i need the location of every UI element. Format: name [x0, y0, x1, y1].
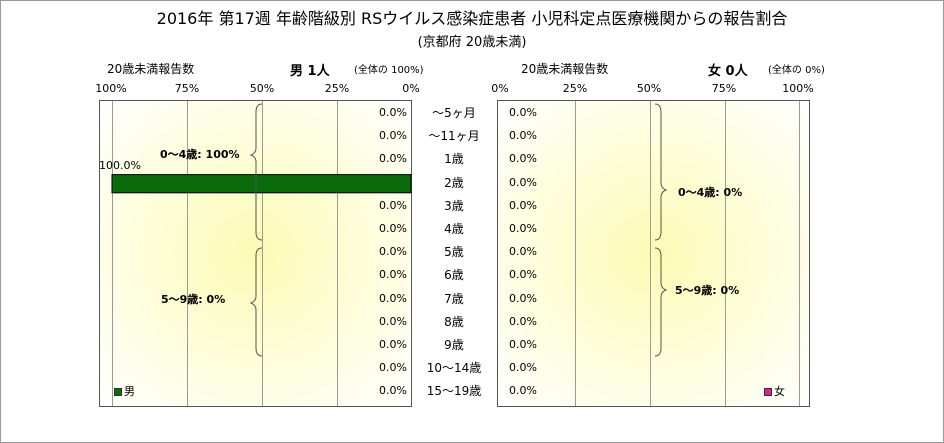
female-value-label: 0.0% — [509, 384, 537, 398]
male-value-label: 0.0% — [379, 222, 407, 235]
male-value-label: 0.0% — [379, 129, 407, 143]
male-value-label: 0.0% — [379, 338, 407, 351]
age-category-label: 4歳 — [444, 222, 464, 236]
age-category-label: 10～14歳 — [426, 361, 482, 376]
left-tick-label: 0% — [402, 82, 420, 95]
right-tick-label: 50% — [636, 82, 662, 95]
age-category-label: 6歳 — [444, 268, 464, 283]
left-count-label: 20歳未満報告数 — [107, 62, 195, 76]
age-category-label: ～5ヶ月 — [432, 106, 476, 120]
right-tick-label: 25% — [562, 82, 588, 95]
female-value-label: 0.0% — [509, 129, 537, 143]
male-value-label: 0.0% — [379, 106, 407, 119]
male-value-label: 0.0% — [379, 361, 407, 375]
right-bracket-0-4 — [654, 103, 668, 241]
right-group-label-5-9: 5～9歳: 0% — [675, 284, 740, 297]
chart-title: 2016年 第17週 年齢階級別 RSウイルス感染症患者 小児科定点医療機関から… — [156, 9, 788, 28]
age-category-label: 8歳 — [444, 314, 464, 329]
gridline — [112, 101, 113, 406]
left-group-label-0-4: 0～4歳: 100% — [160, 148, 240, 161]
left-tick-label: 25% — [324, 82, 350, 95]
age-category-label: 3歳 — [444, 198, 464, 213]
male-legend-swatch — [114, 388, 122, 396]
left-sex-count: 男 1人 — [290, 64, 330, 79]
left-tick-label: 50% — [249, 82, 275, 95]
gridline — [187, 101, 188, 406]
female-value-label: 0.0% — [509, 106, 537, 119]
gridline — [650, 101, 651, 406]
female-value-label: 0.0% — [509, 175, 537, 189]
male-value-label: 0.0% — [379, 152, 407, 166]
male-value-label: 0.0% — [379, 268, 407, 282]
age-category-label: 2歳 — [444, 175, 464, 190]
gridline — [262, 101, 263, 406]
male-legend: 男 — [114, 383, 135, 399]
age-category-label: 7歳 — [444, 291, 464, 306]
male-value-label: 0.0% — [379, 291, 407, 305]
female-value-label: 0.0% — [509, 361, 537, 375]
left-tick-label: 75% — [174, 82, 200, 95]
female-legend: 女 — [764, 383, 785, 399]
female-value-label: 0.0% — [509, 338, 537, 351]
female-value-label: 0.0% — [509, 152, 537, 166]
male-value-label: 0.0% — [379, 314, 407, 328]
female-value-label: 0.0% — [509, 245, 537, 259]
gridline — [575, 101, 576, 406]
gridline — [725, 101, 726, 406]
right-bracket-5-9 — [654, 247, 668, 357]
female-value-label: 0.0% — [509, 222, 537, 235]
left-share: (全体の 100%) — [354, 65, 424, 76]
right-count-label: 20歳未満報告数 — [521, 62, 609, 76]
female-plot-area — [497, 100, 810, 407]
gridline — [799, 101, 800, 406]
male-value-label: 0.0% — [379, 198, 407, 212]
male-value-label: 100.0% — [99, 158, 141, 172]
left-group-label-5-9: 5～9歳: 0% — [161, 293, 226, 306]
right-group-label-0-4: 0～4歳: 0% — [678, 186, 743, 199]
right-share: (全体の 0%) — [768, 65, 825, 76]
female-value-label: 0.0% — [509, 198, 537, 212]
age-category-label: 5歳 — [444, 245, 464, 260]
male-bar — [111, 174, 412, 194]
age-category-label: ～11ヶ月 — [428, 129, 480, 144]
male-value-label: 0.0% — [379, 384, 407, 398]
right-tick-label: 75% — [711, 82, 737, 95]
left-bracket-5-9 — [249, 247, 263, 357]
age-category-label: 9歳 — [444, 338, 464, 352]
right-tick-label: 0% — [491, 82, 509, 95]
gridline — [337, 101, 338, 406]
right-sex-count: 女 0人 — [708, 64, 748, 79]
female-value-label: 0.0% — [509, 314, 537, 328]
right-tick-label: 100% — [782, 82, 814, 95]
left-bracket-0-4 — [249, 103, 263, 241]
female-value-label: 0.0% — [509, 291, 537, 305]
chart-subtitle: (京都府 20歳未満) — [417, 35, 527, 50]
male-legend-label: 男 — [124, 385, 135, 398]
age-category-label: 15～19歳 — [426, 384, 482, 399]
male-value-label: 0.0% — [379, 245, 407, 259]
female-legend-label: 女 — [774, 385, 785, 398]
female-value-label: 0.0% — [509, 268, 537, 282]
left-tick-label: 100% — [95, 82, 127, 95]
age-category-label: 1歳 — [444, 152, 464, 167]
female-legend-swatch — [764, 388, 772, 396]
